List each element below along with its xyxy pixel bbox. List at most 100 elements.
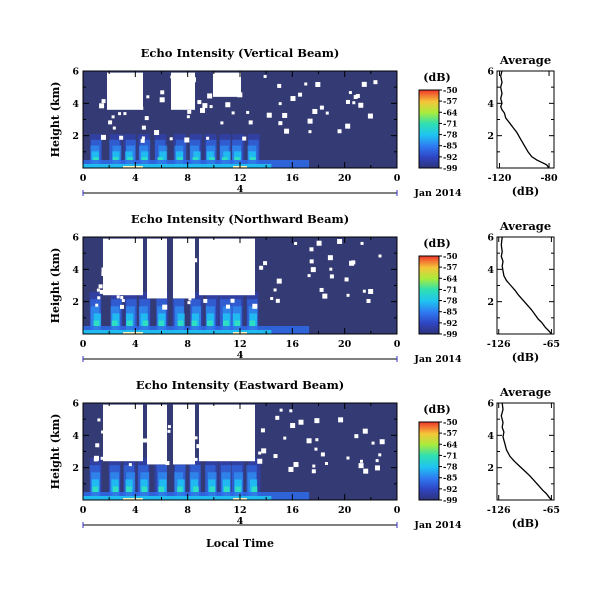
heatmap-cells xyxy=(83,134,310,168)
x-tick-label: 4 xyxy=(132,339,139,350)
colorbar-tick-label: -78 xyxy=(443,296,458,306)
x-tick-label: 20 xyxy=(338,339,352,350)
no-data-speck xyxy=(141,136,145,140)
no-data-speck xyxy=(205,244,211,250)
no-data-speck xyxy=(177,424,182,429)
no-data-speck xyxy=(316,240,322,246)
no-data-speck xyxy=(239,254,244,259)
no-data-block xyxy=(213,72,241,97)
no-data-speck xyxy=(319,287,324,292)
no-data-speck xyxy=(167,425,171,429)
colorbar-tick-label: -92 xyxy=(443,318,457,328)
no-data-speck xyxy=(229,451,235,457)
no-data-speck xyxy=(146,95,150,99)
no-data-speck xyxy=(327,255,333,261)
no-data-speck xyxy=(203,298,208,303)
no-data-speck xyxy=(127,450,132,455)
no-data-speck xyxy=(93,455,99,461)
no-data-speck xyxy=(194,436,198,440)
no-data-speck xyxy=(116,295,120,299)
no-data-speck xyxy=(294,241,298,245)
no-data-speck xyxy=(283,436,287,440)
average-profile: Average 2 4 6 -120 -80(dB) xyxy=(487,53,558,198)
profile-y-tick-label: 4 xyxy=(487,99,494,110)
panel-1: Echo Intensity (Vertical Beam) 0 4 8 12 16 20 0… xyxy=(49,46,558,199)
x-tick-label: 16 xyxy=(286,173,300,184)
no-data-speck xyxy=(184,137,190,143)
no-data-speck xyxy=(194,457,198,461)
no-data-speck xyxy=(289,409,293,413)
no-data-speck xyxy=(133,451,138,456)
no-data-speck xyxy=(129,86,135,92)
no-data-speck xyxy=(354,434,359,439)
no-data-speck xyxy=(229,408,235,414)
no-data-speck xyxy=(141,125,146,130)
no-data-speck xyxy=(290,96,296,102)
no-data-speck xyxy=(117,240,123,246)
no-data-speck xyxy=(359,459,363,463)
no-data-speck xyxy=(278,121,283,126)
colorbar-tick-label: -57 xyxy=(443,428,457,438)
no-data-speck xyxy=(325,111,329,115)
no-data-speck xyxy=(266,112,272,118)
no-data-block xyxy=(103,238,143,296)
no-data-block xyxy=(147,404,167,465)
no-data-speck xyxy=(346,293,350,297)
no-data-speck xyxy=(241,410,247,416)
no-data-speck xyxy=(126,273,131,278)
no-data-speck xyxy=(100,456,104,460)
heatmap-cells xyxy=(83,291,310,334)
no-data-speck xyxy=(112,443,116,447)
x-tick-label: 16 xyxy=(286,505,300,516)
no-data-speck xyxy=(242,136,247,141)
x-tick-label: 0 xyxy=(80,173,87,184)
no-data-speck xyxy=(99,289,104,294)
no-data-speck xyxy=(162,304,168,310)
no-data-speck xyxy=(320,452,325,457)
no-data-speck xyxy=(375,459,379,463)
x-tick-label: 0 xyxy=(394,505,401,516)
no-data-speck xyxy=(187,109,192,114)
no-data-speck xyxy=(170,75,174,79)
no-data-speck xyxy=(105,252,111,258)
no-data-speck xyxy=(118,112,122,116)
no-data-speck xyxy=(160,90,165,95)
no-data-speck xyxy=(115,80,119,84)
no-data-speck xyxy=(210,416,215,421)
no-data-speck xyxy=(207,93,213,99)
profile-line xyxy=(500,236,552,335)
x-tick-label: 8 xyxy=(184,339,191,350)
no-data-speck xyxy=(186,115,190,119)
no-data-block xyxy=(107,72,143,110)
profile-title: Average xyxy=(499,219,551,233)
no-data-speck xyxy=(178,86,182,90)
no-data-speck xyxy=(246,110,250,114)
no-data-speck xyxy=(184,284,190,290)
no-data-speck xyxy=(298,92,303,97)
colorbar xyxy=(418,89,440,169)
profile-x-tick-label: -120 xyxy=(488,173,512,184)
panel-title: Echo Intensity (Vertical Beam) xyxy=(141,46,340,60)
no-data-speck xyxy=(277,83,282,88)
no-data-speck xyxy=(229,435,235,441)
no-data-speck xyxy=(237,269,242,274)
x-axis-label: Local Time xyxy=(206,537,274,550)
colorbar-tick-label: -64 xyxy=(443,273,458,283)
no-data-speck xyxy=(224,254,228,258)
no-data-speck xyxy=(307,118,313,124)
no-data-speck xyxy=(231,111,235,115)
no-data-speck xyxy=(360,241,364,245)
average-profile: Average 2 4 6 -126 -65 (dB) xyxy=(487,385,560,530)
no-data-speck xyxy=(128,463,132,467)
profile-line xyxy=(500,402,552,501)
no-data-speck xyxy=(275,298,280,303)
no-data-speck xyxy=(158,253,164,259)
no-data-speck xyxy=(312,108,318,114)
colorbar-tick-label: -99 xyxy=(443,163,458,173)
no-data-speck xyxy=(119,304,124,309)
day-marker: 4 xyxy=(237,184,244,195)
panel-title: Echo Intensity (Eastward Beam) xyxy=(136,378,344,392)
y-tick-label: 4 xyxy=(72,431,79,442)
no-data-speck xyxy=(375,465,381,471)
